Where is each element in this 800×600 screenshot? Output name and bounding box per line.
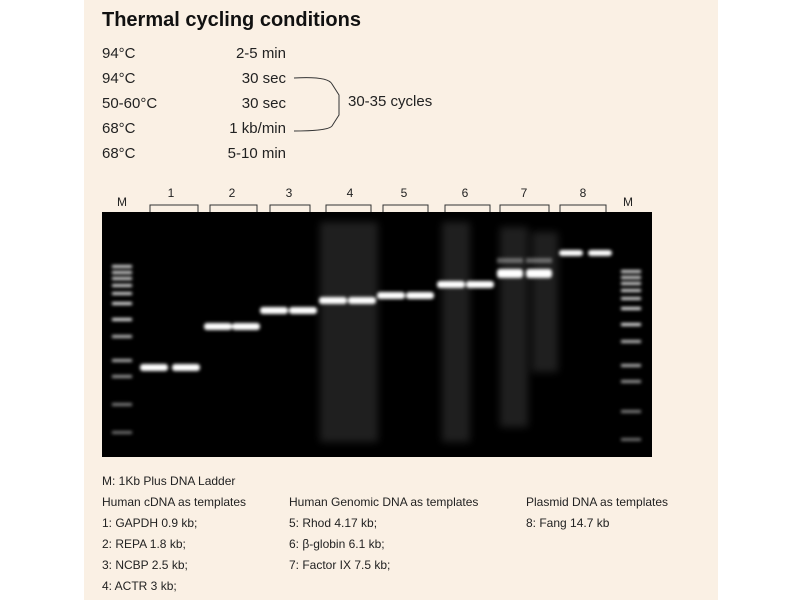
- band-lane-2b: [232, 323, 260, 330]
- condition-temp: 50-60°C: [102, 95, 158, 112]
- band-lane-4a: [319, 297, 347, 304]
- band-lane-6b: [466, 281, 494, 288]
- band-lane-7a: [497, 269, 523, 278]
- legend-item: 2: REPA 1.8 kb;: [102, 537, 186, 551]
- condition-duration: 1 kb/min: [229, 120, 286, 137]
- band-lane-1b: [172, 364, 200, 371]
- ladder-legend: M: 1Kb Plus DNA Ladder: [102, 474, 236, 488]
- legend-item: 8: Fang 14.7 kb: [526, 516, 610, 530]
- ladder-right: [621, 270, 641, 441]
- lane-label: 7: [520, 186, 528, 200]
- legend-group-heading: Human Genomic DNA as templates: [289, 495, 479, 509]
- ladder-left: [112, 265, 132, 434]
- band-lane-8a: [559, 250, 583, 256]
- legend-item: 4: ACTR 3 kb;: [102, 579, 177, 593]
- condition-temp: 68°C: [102, 120, 136, 137]
- band-lane-2a: [204, 323, 232, 330]
- legend-item: 3: NCBP 2.5 kb;: [102, 558, 188, 572]
- band-lane-5a: [377, 292, 405, 299]
- band-lane-6a: [437, 281, 465, 288]
- legend-item: 6: β-globin 6.1 kb;: [289, 537, 385, 551]
- band-lane-4b: [348, 297, 376, 304]
- marker-label-left: M: [117, 195, 127, 209]
- legend-item: 1: GAPDH 0.9 kb;: [102, 516, 198, 530]
- band-lane-5b: [406, 292, 434, 299]
- condition-temp: 94°C: [102, 70, 136, 87]
- legend-item: 7: Factor IX 7.5 kb;: [289, 558, 391, 572]
- condition-temp: 94°C: [102, 45, 136, 62]
- lane-label: 2: [228, 186, 236, 200]
- marker-label-right: M: [623, 195, 633, 209]
- band-lane-7b: [526, 269, 552, 278]
- lane-label: 5: [400, 186, 408, 200]
- lane-label: 1: [167, 186, 175, 200]
- lane-label: 6: [461, 186, 469, 200]
- lane-label: 8: [579, 186, 587, 200]
- cycles-label: 30-35 cycles: [348, 93, 433, 110]
- legend-item: 5: Rhod 4.17 kb;: [289, 516, 378, 530]
- legend-group-heading: Human cDNA as templates: [102, 495, 247, 509]
- condition-duration: 30 sec: [241, 70, 286, 87]
- legend-group-heading: Plasmid DNA as templates: [526, 495, 669, 509]
- lane-label: 4: [346, 186, 354, 200]
- condition-duration: 30 sec: [241, 95, 286, 112]
- band-lane-3a: [260, 307, 288, 314]
- gel-image: [102, 212, 652, 457]
- page-title: Thermal cycling conditions: [102, 9, 361, 31]
- condition-duration: 2-5 min: [235, 45, 286, 62]
- condition-duration: 5-10 min: [227, 145, 286, 162]
- condition-temp: 68°C: [102, 145, 136, 162]
- band-lane-3b: [289, 307, 317, 314]
- lane-label: 3: [285, 186, 293, 200]
- band-lane-1a: [140, 364, 168, 371]
- band-lane-8b: [588, 250, 612, 256]
